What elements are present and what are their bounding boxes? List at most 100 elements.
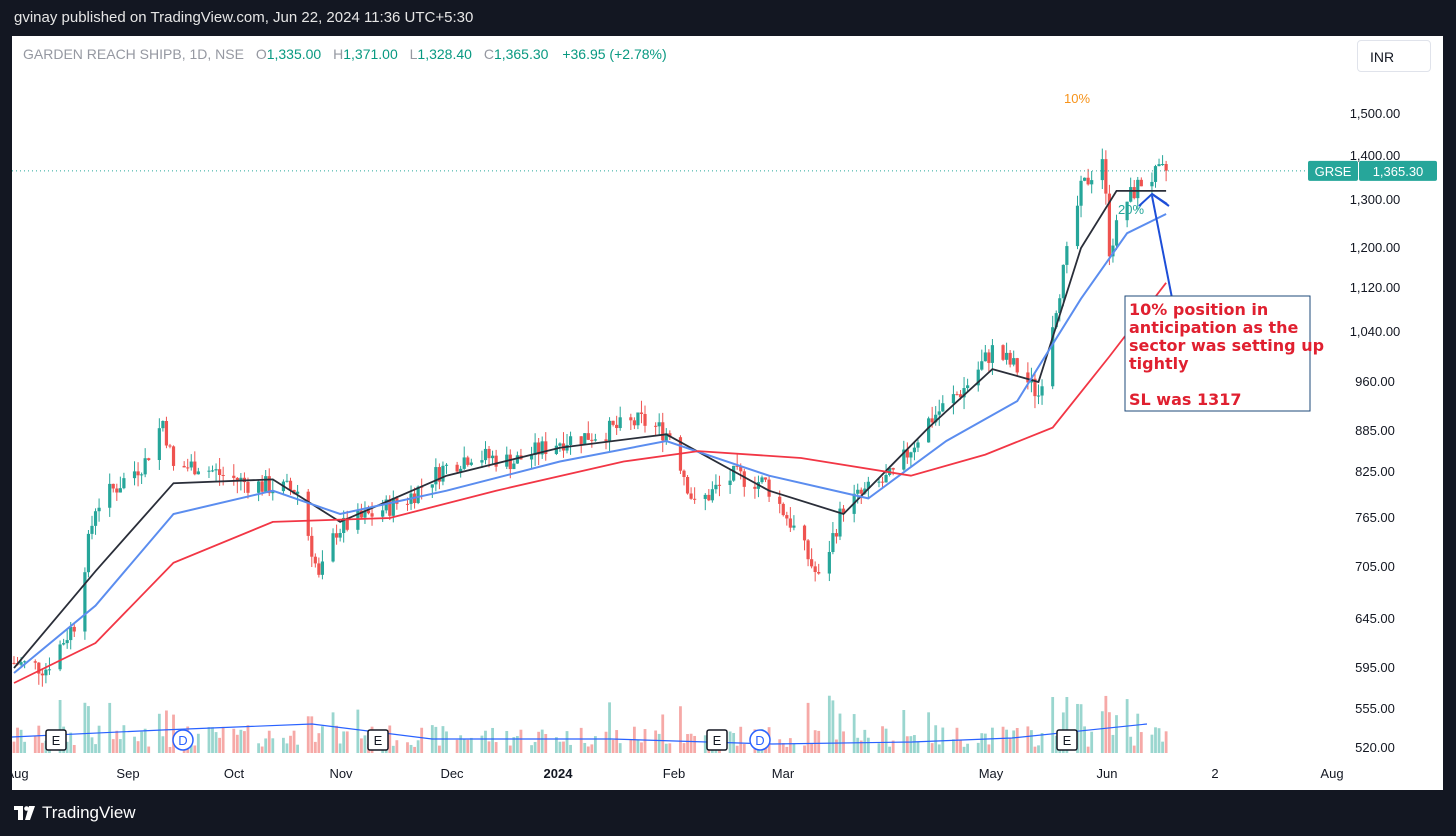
volume-bar: [835, 739, 838, 753]
tradingview-logo[interactable]: TradingView: [14, 803, 136, 823]
volume-bar: [69, 732, 73, 753]
volume-bar: [87, 706, 90, 753]
candle-body: [140, 474, 144, 476]
candle-body: [540, 441, 544, 455]
candle-body: [366, 510, 371, 514]
volume-bar: [264, 738, 268, 753]
candle-body: [122, 478, 126, 489]
candle-body: [717, 484, 722, 486]
candle-body: [682, 470, 686, 478]
volume-bar: [484, 730, 487, 753]
candle-body: [962, 388, 966, 398]
volume-bar: [1100, 711, 1104, 753]
volume-bar: [487, 741, 491, 753]
volume-bar: [338, 743, 342, 753]
volume-bar: [445, 731, 448, 753]
candle-body: [462, 457, 466, 469]
volume-bar: [884, 728, 888, 753]
volume-bar: [196, 733, 200, 753]
candle-body: [1065, 246, 1069, 265]
volume-bar: [1111, 734, 1115, 753]
volume-bar: [243, 731, 246, 753]
candle-body: [586, 433, 590, 440]
volume-bar: [657, 733, 661, 753]
volume-bar: [1001, 726, 1005, 753]
volume-bar: [1037, 745, 1040, 753]
candle-body: [296, 491, 300, 494]
tradingview-icon: [14, 806, 35, 820]
volume-bar: [505, 730, 509, 753]
ohlc-legend: GARDEN REACH SHIPB, 1D, NSE O1,335.00 H1…: [23, 46, 667, 62]
volume-bar: [1161, 741, 1164, 753]
volume-bar: [83, 702, 87, 753]
candle-body: [381, 510, 385, 517]
candle-body: [565, 444, 569, 451]
earnings-badge[interactable]: E: [1056, 729, 1078, 751]
candle-body: [1001, 345, 1005, 360]
candle-body: [544, 441, 548, 454]
volume-bar: [94, 744, 97, 753]
volume-bar: [260, 746, 264, 753]
candle-body: [1111, 245, 1115, 257]
currency-selector[interactable]: INR: [1357, 40, 1431, 72]
volume-bar: [108, 702, 112, 753]
volume-bar: [211, 727, 214, 753]
candle-body: [235, 477, 239, 482]
volume-bar: [420, 727, 424, 753]
earnings-badge[interactable]: E: [706, 729, 728, 751]
volume-bar: [810, 742, 814, 753]
candle-body: [218, 469, 222, 476]
candle-body: [891, 467, 895, 470]
candle-body: [171, 446, 176, 466]
volume-bar: [952, 739, 955, 753]
volume-bar: [292, 730, 296, 753]
y-tick-label: 705.00: [1355, 559, 1395, 574]
volume-bar: [1083, 726, 1086, 753]
candle-body: [629, 417, 633, 421]
candle-body: [168, 445, 172, 447]
volume-bar: [97, 725, 101, 753]
candle-body: [983, 352, 987, 362]
candle-body: [196, 471, 200, 475]
candle-body: [632, 420, 636, 426]
candle-body: [1139, 179, 1143, 187]
volume-bar: [115, 730, 119, 753]
volume-bar: [1079, 704, 1083, 753]
chart-panel[interactable]: 1,500.00 1,400.00 1,300.00 1,200.00 1,120.00…: [12, 36, 1443, 790]
volume-bar: [1008, 737, 1012, 753]
candle-body: [480, 460, 484, 463]
volume-bar: [629, 739, 633, 753]
y-tick-label: 1,200.00: [1350, 240, 1401, 255]
candle-body: [880, 481, 885, 483]
volume-bar: [466, 739, 470, 753]
price-chart[interactable]: 1,500.00 1,400.00 1,300.00 1,200.00 1,120.00…: [12, 36, 1443, 790]
y-tick-label: 595.00: [1355, 660, 1395, 675]
candle-body: [533, 442, 537, 455]
candle-body: [593, 439, 597, 441]
candle-body: [841, 508, 846, 514]
legend-low: 1,328.40: [417, 46, 472, 62]
candle-body: [554, 445, 558, 454]
candle-body: [317, 563, 321, 575]
candle-body: [685, 477, 690, 494]
candle-body: [976, 369, 980, 386]
candle-body: [189, 461, 193, 468]
candle-body: [654, 425, 658, 427]
publish-info: gvinay published on TradingView.com, Jun…: [14, 9, 474, 26]
volume-bar: [959, 739, 962, 753]
volume-bar: [395, 740, 399, 753]
earnings-badge[interactable]: E: [45, 729, 67, 751]
volume-bar: [608, 702, 611, 753]
candle-body: [1079, 180, 1083, 206]
dividend-badge[interactable]: D: [749, 729, 771, 751]
volume-bar: [792, 743, 796, 753]
candle-body: [1107, 193, 1112, 257]
candle-body: [459, 468, 463, 472]
dividend-badge[interactable]: D: [172, 729, 194, 751]
volume-bar: [540, 729, 544, 753]
candle-body: [147, 458, 151, 461]
candle-body: [767, 479, 771, 497]
y-tick-label: 825.00: [1355, 464, 1395, 479]
earnings-badge[interactable]: E: [367, 729, 389, 751]
